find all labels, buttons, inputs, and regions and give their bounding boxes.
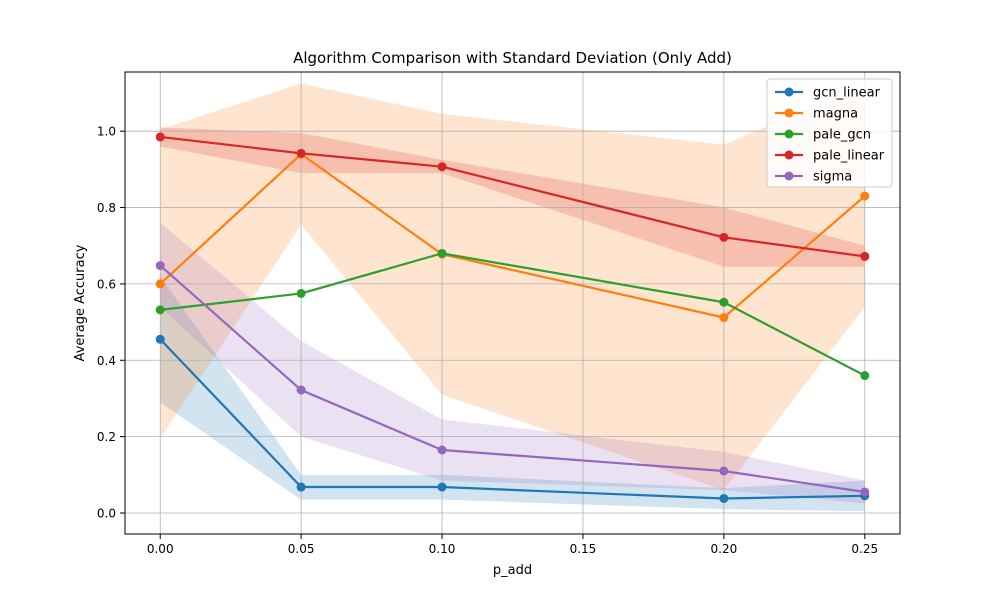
x-tick-label: 0.20	[711, 542, 738, 556]
data-point-gcn_linear	[155, 334, 165, 344]
legend-marker-sigma	[784, 171, 794, 181]
data-point-pale_linear	[155, 132, 165, 142]
y-axis-ticks: 0.0 0.2 0.4 0.6 0.8 1.0	[97, 125, 125, 521]
plot-frame	[124, 71, 901, 535]
y-tick-label: 0.2	[97, 430, 116, 444]
data-point-sigma	[719, 466, 729, 476]
data-point-sigma	[155, 261, 165, 271]
data-point-pale_linear	[860, 251, 870, 261]
std-band-magna	[160, 83, 865, 491]
x-tick-label: 0.25	[851, 542, 878, 556]
y-tick-label: 0.8	[97, 201, 116, 215]
legend-label-pale_linear: pale_linear	[813, 149, 885, 164]
legend-marker-pale_linear	[784, 150, 794, 160]
legend-marker-magna	[784, 108, 794, 118]
x-axis-label: p_add	[493, 563, 532, 578]
data-point-pale_gcn	[296, 288, 306, 298]
data-point-sigma	[437, 445, 447, 455]
data-point-magna	[719, 313, 729, 323]
data-point-pale_gcn	[719, 297, 729, 307]
x-tick-label: 0.10	[429, 542, 456, 556]
x-tick-label: 0.15	[570, 542, 597, 556]
std-bands	[160, 83, 865, 512]
data-point-gcn_linear	[437, 482, 447, 492]
data-point-pale_gcn	[437, 248, 447, 258]
x-axis-ticks: 0.00 0.05 0.10 0.15 0.20 0.25	[147, 534, 878, 556]
data-point-pale_linear	[296, 148, 306, 158]
data-point-pale_linear	[437, 162, 447, 172]
data-point-magna	[860, 191, 870, 201]
y-tick-label: 1.0	[97, 125, 116, 139]
std-band-sigma	[160, 222, 865, 504]
legend-label-gcn_linear: gcn_linear	[813, 86, 881, 101]
data-point-gcn_linear	[296, 482, 306, 492]
legend-box	[766, 78, 893, 188]
std-band-pale_linear	[160, 127, 865, 267]
data-point-sigma	[296, 385, 306, 395]
y-axis-label: Average Accuracy	[73, 244, 88, 361]
legend-marker-gcn_linear	[784, 87, 794, 97]
legend-label-sigma: sigma	[813, 170, 852, 185]
data-point-pale_gcn	[860, 371, 870, 381]
y-tick-label: 0.4	[97, 354, 116, 368]
legend-label-magna: magna	[813, 107, 858, 122]
legend-label-pale_gcn: pale_gcn	[813, 128, 871, 143]
y-tick-label: 0.6	[97, 277, 116, 291]
x-tick-label: 0.05	[288, 542, 315, 556]
data-point-gcn_linear	[719, 493, 729, 503]
legend-marker-pale_gcn	[784, 129, 794, 139]
data-point-pale_gcn	[155, 305, 165, 315]
x-tick-label: 0.00	[147, 542, 174, 556]
series-points	[155, 132, 870, 503]
data-point-sigma	[860, 487, 870, 497]
data-point-magna	[155, 279, 165, 289]
chart-title: Algorithm Comparison with Standard Devia…	[293, 49, 732, 67]
y-tick-label: 0.0	[97, 507, 116, 521]
data-point-pale_linear	[719, 232, 729, 242]
std-band-gcn_linear	[160, 276, 865, 512]
